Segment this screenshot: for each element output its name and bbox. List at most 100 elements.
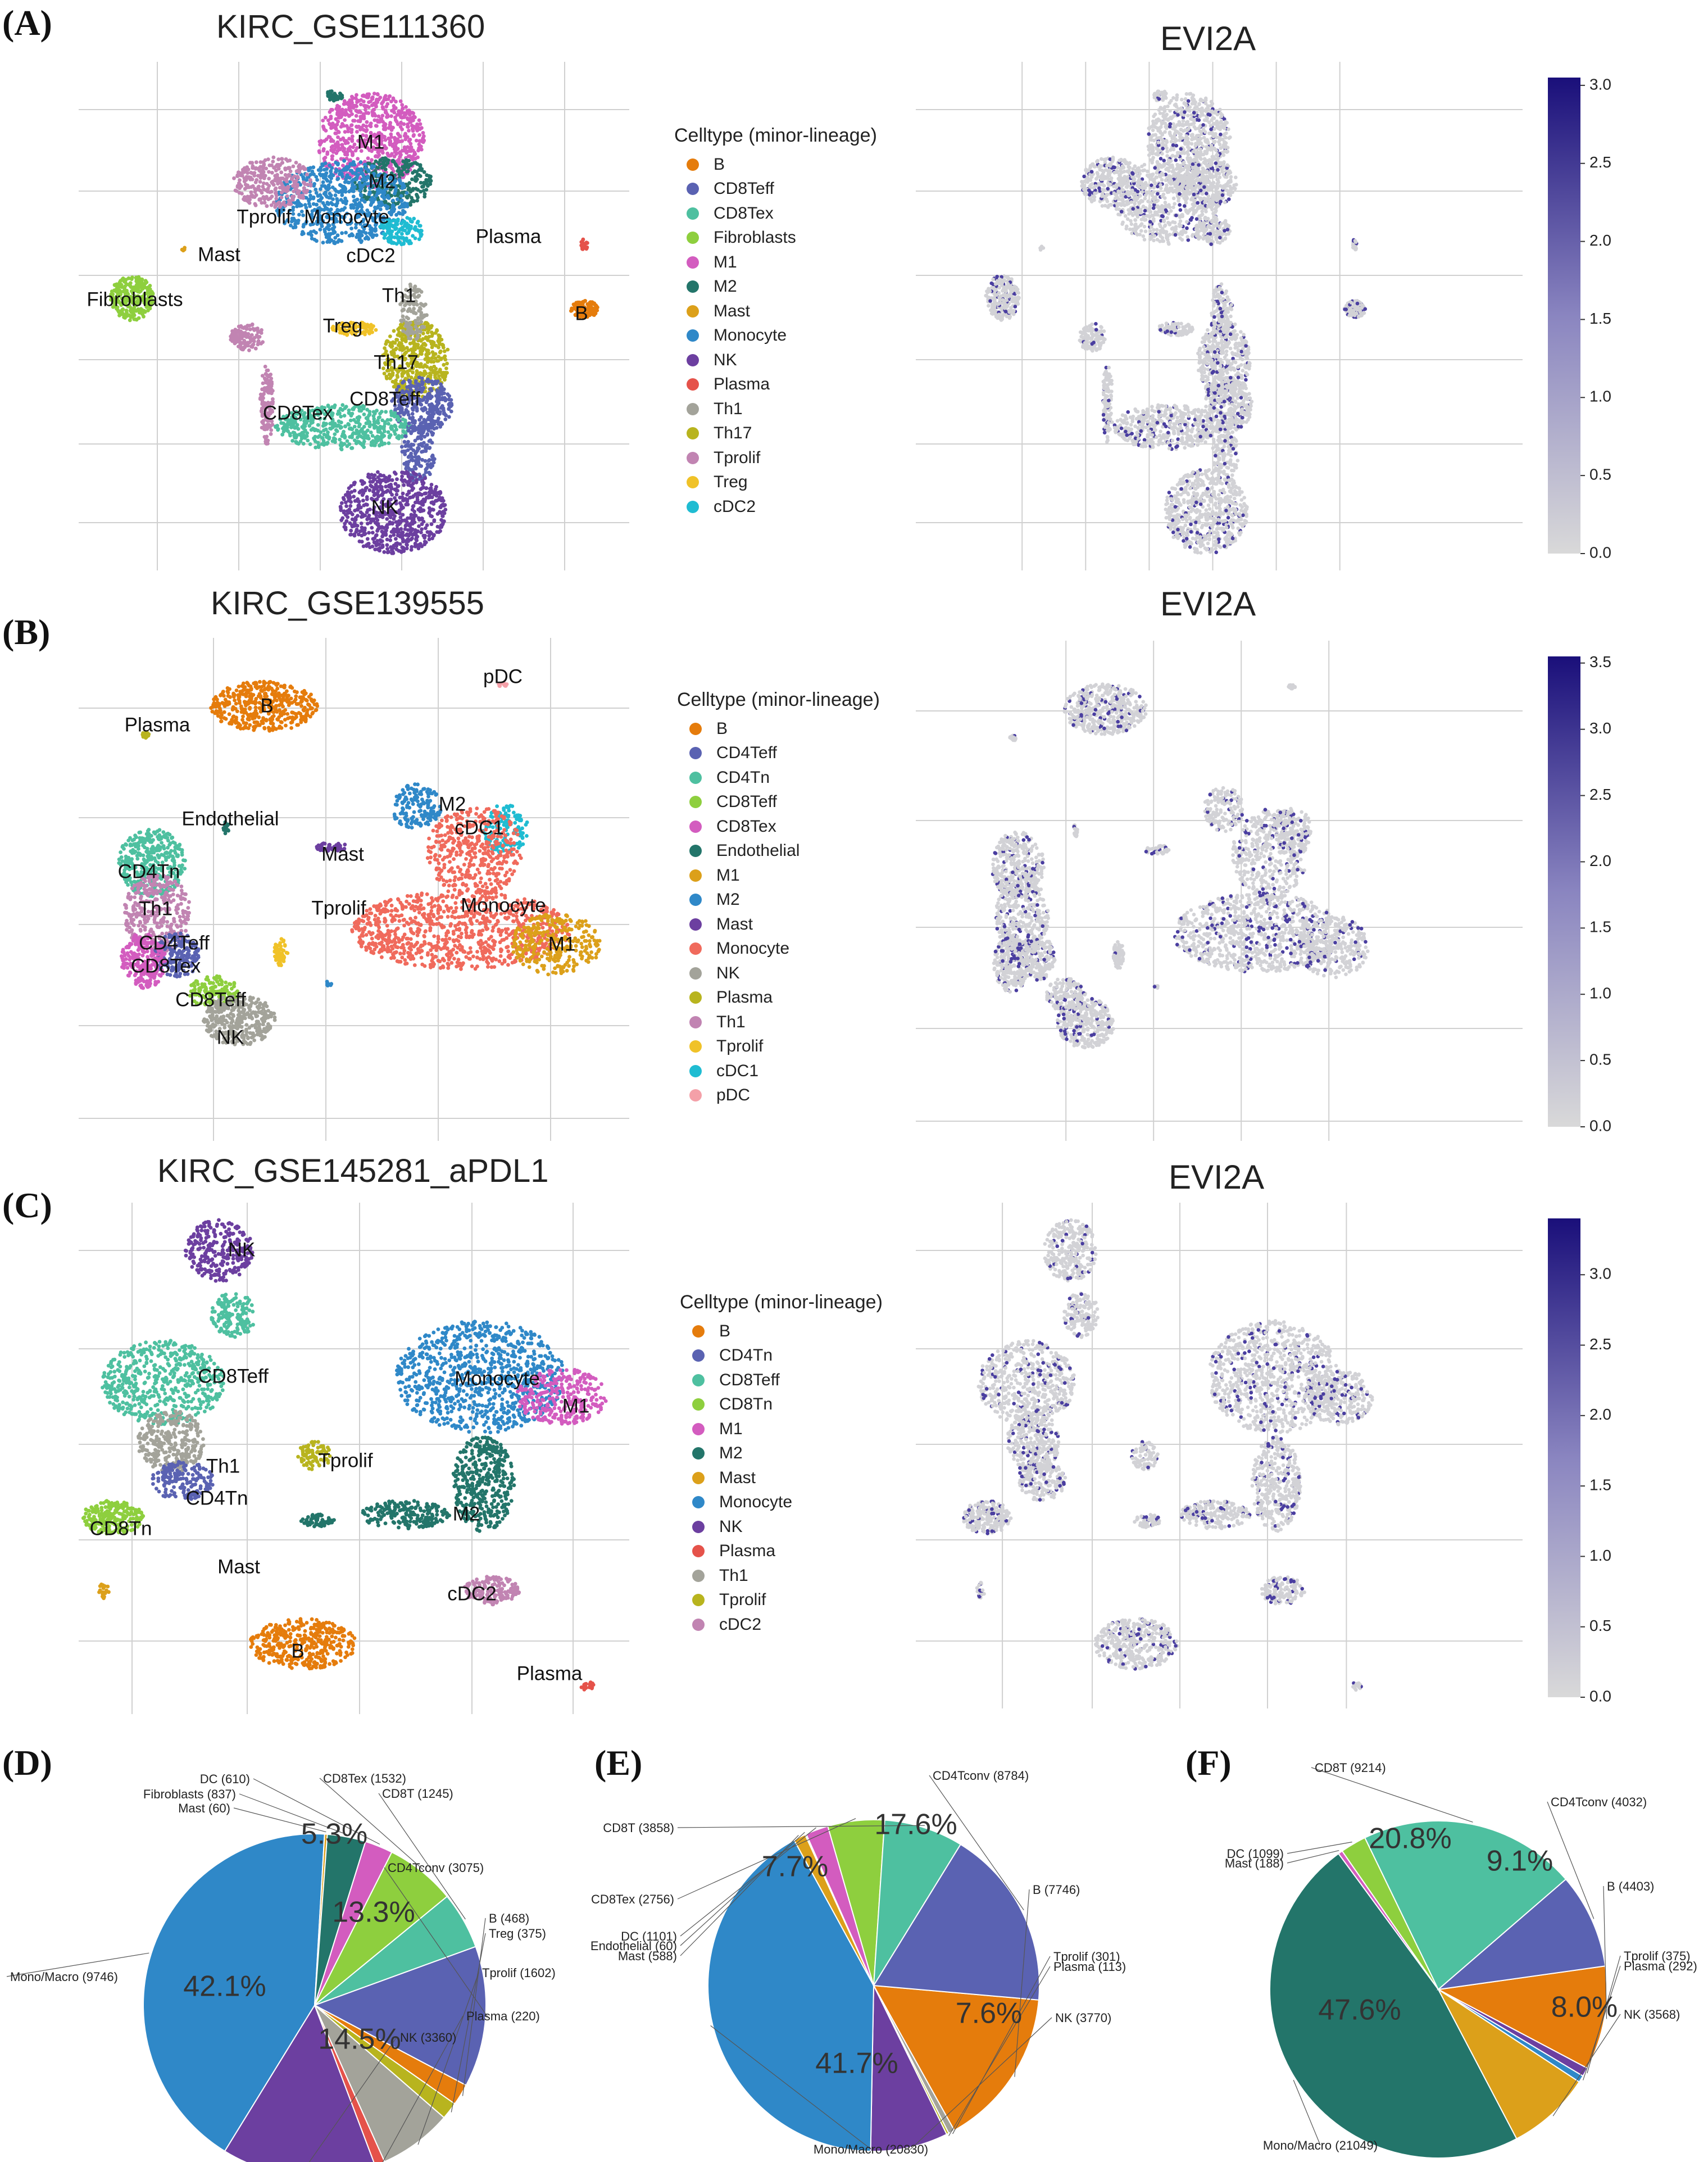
cell-point (243, 345, 247, 350)
cell-point (390, 235, 394, 239)
cell-point (417, 375, 421, 379)
cell-point (371, 190, 375, 194)
cell-point (410, 196, 414, 200)
cell-point (256, 185, 261, 189)
cell-point (429, 421, 433, 425)
cell-point (335, 197, 339, 201)
cell-point (377, 153, 381, 157)
cell-point (585, 315, 589, 319)
cell-point (339, 444, 344, 448)
cell-point (292, 413, 296, 417)
cell-point (383, 126, 388, 130)
cell-point (402, 483, 406, 487)
cell-point (424, 491, 428, 496)
cell-point (239, 347, 243, 351)
cell-point (405, 216, 410, 220)
cell-point (346, 147, 351, 151)
cell-point (142, 314, 146, 319)
cell-point (326, 183, 331, 188)
cell-point (419, 180, 423, 185)
cell-point (410, 488, 414, 492)
cell-point (357, 409, 362, 413)
cell-point (386, 115, 390, 119)
cell-point (411, 187, 415, 191)
cell-point (416, 329, 421, 333)
cell-point (298, 203, 302, 208)
cell-point (443, 357, 448, 362)
cell-point (384, 479, 388, 484)
cell-point (394, 151, 399, 155)
cell-point (253, 346, 258, 351)
cell-point (374, 328, 378, 332)
cell-point (390, 551, 394, 555)
cell-point (432, 518, 437, 523)
cell-point (327, 437, 331, 441)
cell-point (434, 498, 438, 503)
cell-point (423, 389, 428, 393)
cell-point (393, 162, 398, 166)
cell-point (360, 198, 364, 202)
cell-point (330, 422, 334, 426)
cell-point (380, 493, 384, 497)
cell-point (251, 342, 256, 347)
cell-point (395, 527, 399, 532)
cell-point (322, 156, 326, 161)
cell-point (583, 309, 587, 314)
cell-point (379, 142, 384, 146)
cell-point (394, 542, 398, 546)
cell-point (257, 335, 262, 339)
cell-point (406, 413, 411, 417)
cell-point (384, 528, 388, 533)
cell-point (350, 162, 355, 167)
cell-point (339, 215, 344, 219)
cell-point (365, 497, 369, 501)
cell-point (410, 162, 414, 166)
cell-point (373, 209, 376, 214)
cell-point (411, 124, 415, 129)
cell-point (383, 346, 387, 350)
cell-point (376, 485, 380, 489)
cluster-label: CD8Teff (349, 388, 420, 410)
cell-point (400, 103, 405, 107)
cell-point (409, 547, 414, 552)
cell-point (367, 476, 372, 480)
cell-point (592, 310, 596, 315)
cell-point (385, 353, 389, 357)
cell-point (396, 236, 399, 240)
cell-point (368, 227, 373, 232)
cell-point (341, 207, 346, 212)
cell-point (341, 164, 345, 168)
cell-point (417, 145, 422, 149)
cell-point (301, 175, 305, 179)
cluster-label: Treg (323, 315, 363, 337)
cell-point (302, 186, 306, 191)
cell-point (424, 321, 428, 325)
cell-point (400, 374, 405, 378)
cell-point (258, 165, 262, 169)
cell-point (311, 427, 315, 430)
cell-point (283, 203, 288, 208)
cell-point (402, 461, 407, 466)
cell-point (415, 170, 419, 174)
cell-point (297, 163, 302, 167)
cell-point (333, 235, 338, 240)
cell-point (356, 514, 360, 518)
cell-point (369, 179, 374, 184)
cell-point (341, 136, 346, 140)
cell-point (371, 108, 375, 112)
cell-point (436, 370, 440, 374)
cell-point (336, 135, 340, 139)
cell-point (380, 442, 384, 447)
cell-point (376, 489, 380, 493)
cell-point (293, 436, 297, 440)
cell-point (397, 178, 402, 182)
cell-point (388, 514, 392, 518)
cell-point (419, 389, 424, 394)
cell-point (406, 372, 410, 377)
cell-point (418, 397, 423, 402)
cell-point (379, 216, 384, 221)
cell-point (349, 128, 354, 132)
cell-point (325, 179, 330, 183)
cell-point (340, 403, 345, 407)
cell-point (380, 166, 384, 170)
